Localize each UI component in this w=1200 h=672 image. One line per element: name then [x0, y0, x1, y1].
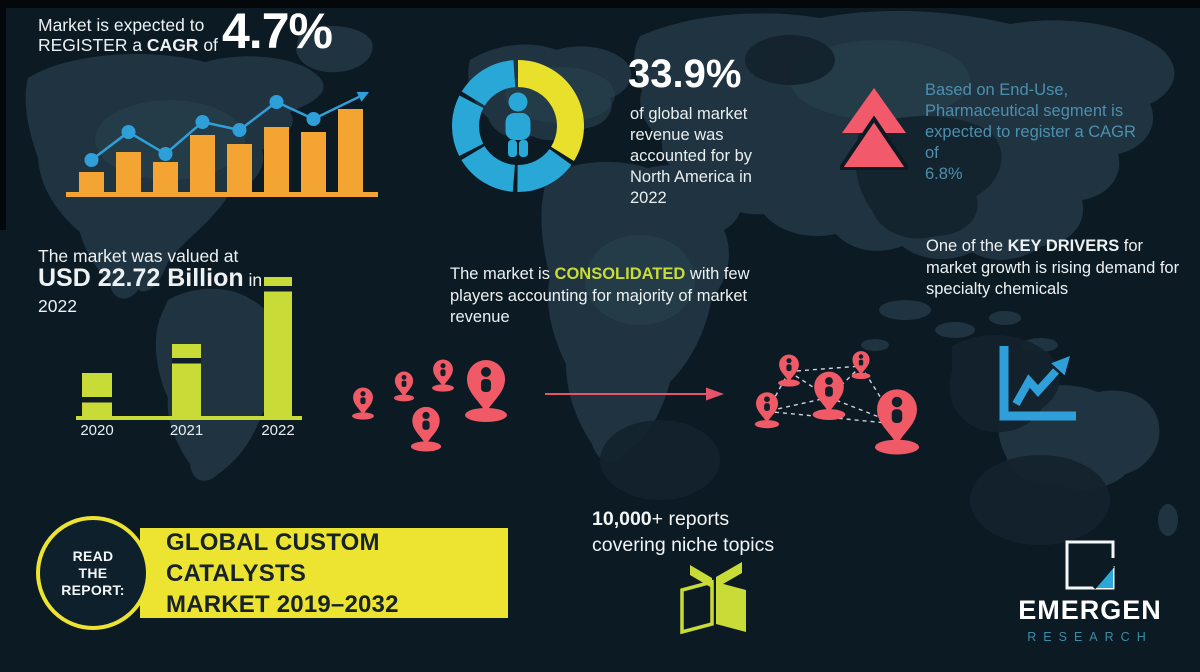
location-pin-icon	[754, 392, 780, 429]
report-title-banner[interactable]: GLOBAL CUSTOM CATALYSTS MARKET 2019–2032	[140, 528, 508, 618]
location-pin-icon	[874, 389, 920, 455]
location-pin-icon	[812, 371, 846, 421]
top-border-strip	[0, 0, 1200, 8]
logo-frame-icon	[1065, 540, 1118, 590]
location-pin-icon	[393, 371, 415, 402]
logo-subname: RESEARCH	[1027, 630, 1153, 644]
location-pin-icon	[410, 406, 442, 452]
valuation-year: 2022	[38, 296, 77, 316]
pharma-statement: Based on End-Use, Pharmaceutical segment…	[925, 81, 1136, 183]
reports-count: 10,000+ reports	[592, 508, 730, 530]
cagr-headline-line1: Market is expected to	[38, 15, 205, 35]
flow-arrow-icon	[706, 387, 724, 401]
reports-promo: 10,000+ reports covering niche topics	[592, 506, 774, 558]
read-report-badge[interactable]: READ THE REPORT:	[36, 516, 150, 630]
left-border-strip	[0, 0, 6, 230]
valuation-intro: The market was valued at	[38, 246, 239, 266]
svg-text:2021: 2021	[170, 422, 203, 439]
cagr-value: 4.7%	[222, 3, 333, 59]
location-pin-icon	[352, 387, 374, 420]
location-pin-icon	[778, 354, 800, 387]
market-trend-chart	[64, 86, 380, 206]
location-pin-icon	[432, 359, 454, 392]
growth-chart-icon	[999, 346, 1076, 421]
market-players-illustration	[352, 351, 920, 455]
cagr-headline: Market is expected to REGISTER a CAGR of	[38, 15, 218, 55]
na-share-value: 33.9%	[628, 52, 742, 96]
report-title-line2: MARKET 2019–2032	[166, 590, 399, 618]
svg-text:2020: 2020	[80, 422, 113, 439]
book-icon	[680, 562, 746, 635]
report-title-line1: GLOBAL CUSTOM CATALYSTS	[166, 528, 380, 587]
person-icon	[505, 92, 531, 157]
na-share-description: of global market revenue was accounted f…	[630, 105, 752, 207]
brand-logo: EMERGEN RESEARCH	[1004, 538, 1176, 644]
location-pin-icon	[465, 360, 507, 422]
logo-name: EMERGEN	[1018, 595, 1162, 625]
svg-text:2022: 2022	[261, 422, 294, 439]
market-value-chart: 2020 2021 2022	[74, 268, 309, 440]
na-share-donut-chart	[448, 56, 588, 196]
consolidated-text: The market is CONSOLIDATED with few play…	[450, 265, 750, 326]
cagr-headline-line2: REGISTER a CAGR of	[38, 34, 218, 55]
reports-subtitle: covering niche topics	[592, 534, 775, 556]
drivers-text: One of the KEY DRIVERS for market growth…	[926, 237, 1180, 298]
up-arrows-icon	[840, 88, 908, 170]
location-pin-icon	[851, 351, 871, 380]
valuation-value: USD 22.72 Billion in	[38, 264, 263, 292]
pharma-cagr-value: 6.8%	[925, 165, 963, 183]
